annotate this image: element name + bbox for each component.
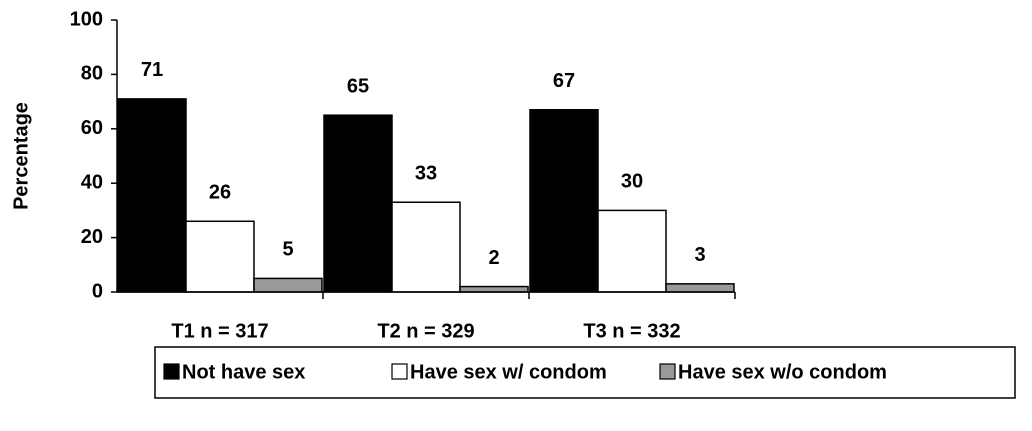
y-tick-label: 0 — [92, 280, 103, 302]
bar — [185, 220, 255, 293]
data-label: 65 — [347, 75, 369, 97]
legend-box — [154, 346, 1016, 399]
y-tick-label: 60 — [81, 117, 103, 139]
y-tick-label: 100 — [70, 8, 103, 30]
y-tick-label: 40 — [81, 171, 103, 193]
data-label: 5 — [282, 239, 293, 261]
legend-swatch — [659, 363, 676, 380]
bar — [323, 114, 393, 293]
bar — [459, 285, 529, 293]
data-label: 2 — [488, 247, 499, 269]
data-label: 26 — [209, 182, 231, 204]
bar — [529, 109, 599, 293]
y-tick-label: 80 — [81, 63, 103, 85]
x-tick-label: T3 n = 332 — [583, 320, 680, 342]
y-tick-label: 20 — [81, 226, 103, 248]
bar — [391, 201, 461, 293]
legend-label: Not have sex — [182, 361, 305, 383]
data-label: 33 — [415, 163, 437, 185]
legend-label: Have sex w/ condom — [410, 361, 607, 383]
bar — [665, 283, 735, 293]
bar — [253, 277, 323, 293]
legend-swatch — [163, 363, 180, 380]
x-tick-label: T2 n = 329 — [377, 320, 474, 342]
legend-label: Have sex w/o condom — [678, 361, 887, 383]
data-label: 30 — [621, 171, 643, 193]
data-label: 3 — [694, 244, 705, 266]
bar — [597, 209, 667, 293]
legend-swatch — [391, 363, 408, 380]
bar — [117, 98, 187, 293]
data-label: 71 — [141, 59, 163, 81]
x-tick-label: T1 n = 317 — [171, 320, 268, 342]
data-label: 67 — [553, 70, 575, 92]
y-axis-label: Percentage — [10, 102, 32, 210]
